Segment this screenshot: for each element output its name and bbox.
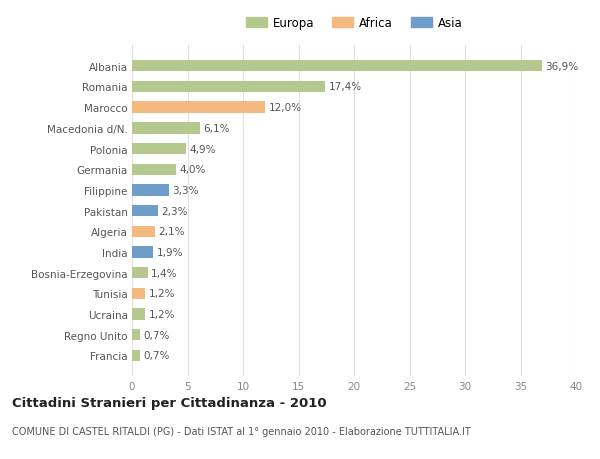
Text: 1,2%: 1,2% [149, 289, 175, 299]
Bar [132, 185, 169, 196]
Text: COMUNE DI CASTEL RITALDI (PG) - Dati ISTAT al 1° gennaio 2010 - Elaborazione TUT: COMUNE DI CASTEL RITALDI (PG) - Dati IST… [12, 426, 471, 436]
Text: 3,3%: 3,3% [172, 185, 199, 196]
Bar [132, 226, 155, 237]
Bar [132, 309, 145, 320]
Text: 0,7%: 0,7% [143, 330, 169, 340]
Bar [132, 330, 140, 341]
Bar [132, 164, 176, 175]
Text: 2,3%: 2,3% [161, 206, 187, 216]
Bar [132, 144, 187, 155]
Text: 0,7%: 0,7% [143, 351, 169, 361]
Bar [132, 288, 145, 299]
Text: 4,0%: 4,0% [180, 165, 206, 175]
Bar [132, 102, 265, 113]
Bar [132, 123, 200, 134]
Text: 6,1%: 6,1% [203, 123, 230, 134]
Text: Cittadini Stranieri per Cittadinanza - 2010: Cittadini Stranieri per Cittadinanza - 2… [12, 396, 326, 409]
Bar [132, 350, 140, 361]
Bar [132, 206, 158, 217]
Legend: Europa, Africa, Asia: Europa, Africa, Asia [241, 12, 467, 34]
Bar [132, 268, 148, 279]
Text: 4,9%: 4,9% [190, 144, 216, 154]
Text: 1,4%: 1,4% [151, 268, 178, 278]
Text: 17,4%: 17,4% [328, 82, 362, 92]
Text: 36,9%: 36,9% [545, 62, 578, 72]
Bar [132, 61, 542, 72]
Bar [132, 82, 325, 93]
Text: 1,9%: 1,9% [157, 247, 183, 257]
Text: 2,1%: 2,1% [158, 227, 185, 237]
Text: 12,0%: 12,0% [269, 103, 302, 113]
Bar [132, 247, 153, 258]
Text: 1,2%: 1,2% [149, 309, 175, 319]
